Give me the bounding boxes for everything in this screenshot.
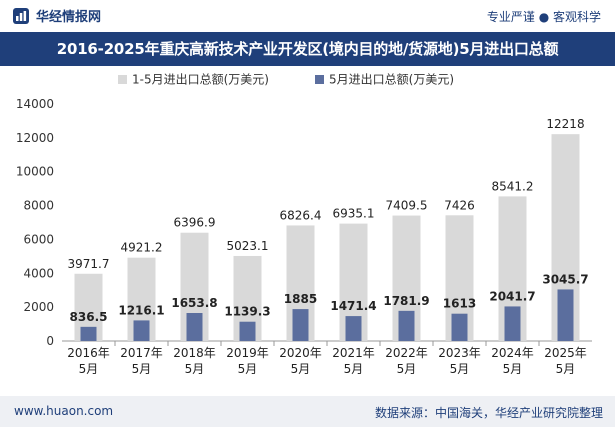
x-tick-label: 5月	[185, 362, 205, 376]
data-label-total-4: 5023.1	[227, 239, 269, 253]
brand[interactable]: 华经情报网	[12, 6, 101, 25]
huajing-logo-icon	[12, 7, 30, 25]
footer: www.huaon.com 数据来源：中国海关，华经产业研究院整理	[0, 396, 615, 427]
y-tick-label: 0	[46, 334, 54, 348]
data-label-may-9: 2041.7	[489, 289, 535, 303]
data-label-total-3: 6396.9	[174, 216, 216, 230]
y-tick-label: 12000	[16, 131, 54, 145]
bar-chart: 1-5月进出口总额(万美元) 5月进出口总额(万美元) 0 2000 4000 6000 8…	[16, 73, 592, 376]
y-tick-label: 2000	[23, 300, 54, 314]
x-tick-label: 5月	[79, 362, 99, 376]
bar-may-5	[292, 309, 309, 341]
x-tick-label: 2017年	[120, 346, 163, 360]
data-label-total-5: 6826.4	[280, 208, 322, 222]
data-label-may-8: 1613	[443, 297, 476, 311]
data-source: 数据来源：中国海关，华经产业研究院整理	[374, 406, 603, 420]
data-label-total-7: 7409.5	[386, 199, 428, 213]
x-tick-label: 5月	[344, 362, 364, 376]
bar-may-3	[186, 313, 203, 341]
y-tick-label: 10000	[16, 165, 54, 179]
y-tick-label: 6000	[23, 232, 54, 246]
x-tick-label: 2019年	[226, 346, 269, 360]
data-label-total-2: 4921.2	[121, 241, 163, 255]
data-label-may-7: 1781.9	[383, 294, 429, 308]
y-tick-label: 8000	[23, 199, 54, 213]
x-tick-label: 2024年	[491, 346, 534, 360]
bar-may-8	[451, 313, 468, 341]
data-label-total-1: 3971.7	[68, 257, 110, 271]
data-label-total-8: 7426	[444, 198, 475, 212]
y-tick-label: 14000	[16, 97, 54, 111]
y-tick-label: 4000	[23, 266, 54, 280]
bar-may-6	[345, 316, 362, 341]
data-label-total-9: 8541.2	[492, 179, 534, 193]
x-tick-label: 5月	[132, 362, 152, 376]
top-bar: 华经情报网 专业严谨 ● 客观科学	[0, 0, 615, 30]
x-tick-label: 2021年	[332, 346, 375, 360]
title-banner: 2016-2025年重庆高新技术产业开发区(境内目的地/货源地)5月进出口总额	[0, 32, 615, 66]
bar-may-7	[398, 310, 415, 341]
bar-may-9	[504, 306, 521, 341]
x-tick-label: 5月	[450, 362, 470, 376]
data-label-may-1: 836.5	[70, 310, 108, 324]
x-tick-label: 2016年	[67, 346, 110, 360]
bar-may-1	[80, 326, 97, 341]
x-tick-label: 5月	[397, 362, 417, 376]
x-tick-label: 2023年	[438, 346, 481, 360]
data-label-total-6: 6935.1	[333, 207, 375, 221]
x-tick-label: 2022年	[385, 346, 428, 360]
bar-may-10	[557, 289, 574, 341]
x-tick-label: 5月	[556, 362, 576, 376]
slogan: 专业严谨 ● 客观科学	[486, 10, 601, 24]
x-tick-label: 2018年	[173, 346, 216, 360]
data-label-may-3: 1653.8	[171, 296, 217, 310]
data-label-total-10: 12218	[546, 117, 584, 131]
x-tick-label: 2025年	[544, 346, 587, 360]
x-tick-label: 5月	[291, 362, 311, 376]
brand-name: 华经情报网	[36, 10, 102, 25]
x-tick-label: 5月	[238, 362, 258, 376]
chart-title: 2016-2025年重庆高新技术产业开发区(境内目的地/货源地)5月进出口总额	[56, 40, 559, 58]
x-tick-label: 5月	[503, 362, 523, 376]
x-tick-label: 2020年	[279, 346, 322, 360]
legend-swatch-1	[118, 75, 127, 84]
data-label-may-2: 1216.1	[118, 303, 164, 317]
data-label-may-4: 1139.3	[224, 305, 270, 319]
legend-swatch-2	[315, 75, 324, 84]
legend-label-1: 1-5月进出口总额(万美元)	[132, 73, 269, 87]
data-label-may-5: 1885	[284, 292, 317, 306]
data-label-may-6: 1471.4	[330, 299, 376, 313]
footer-url[interactable]: www.huaon.com	[14, 404, 114, 418]
legend-label-2: 5月进出口总额(万美元)	[329, 73, 454, 87]
bar-may-2	[133, 320, 150, 341]
bar-may-4	[239, 321, 256, 341]
data-label-may-10: 3045.7	[542, 272, 588, 286]
